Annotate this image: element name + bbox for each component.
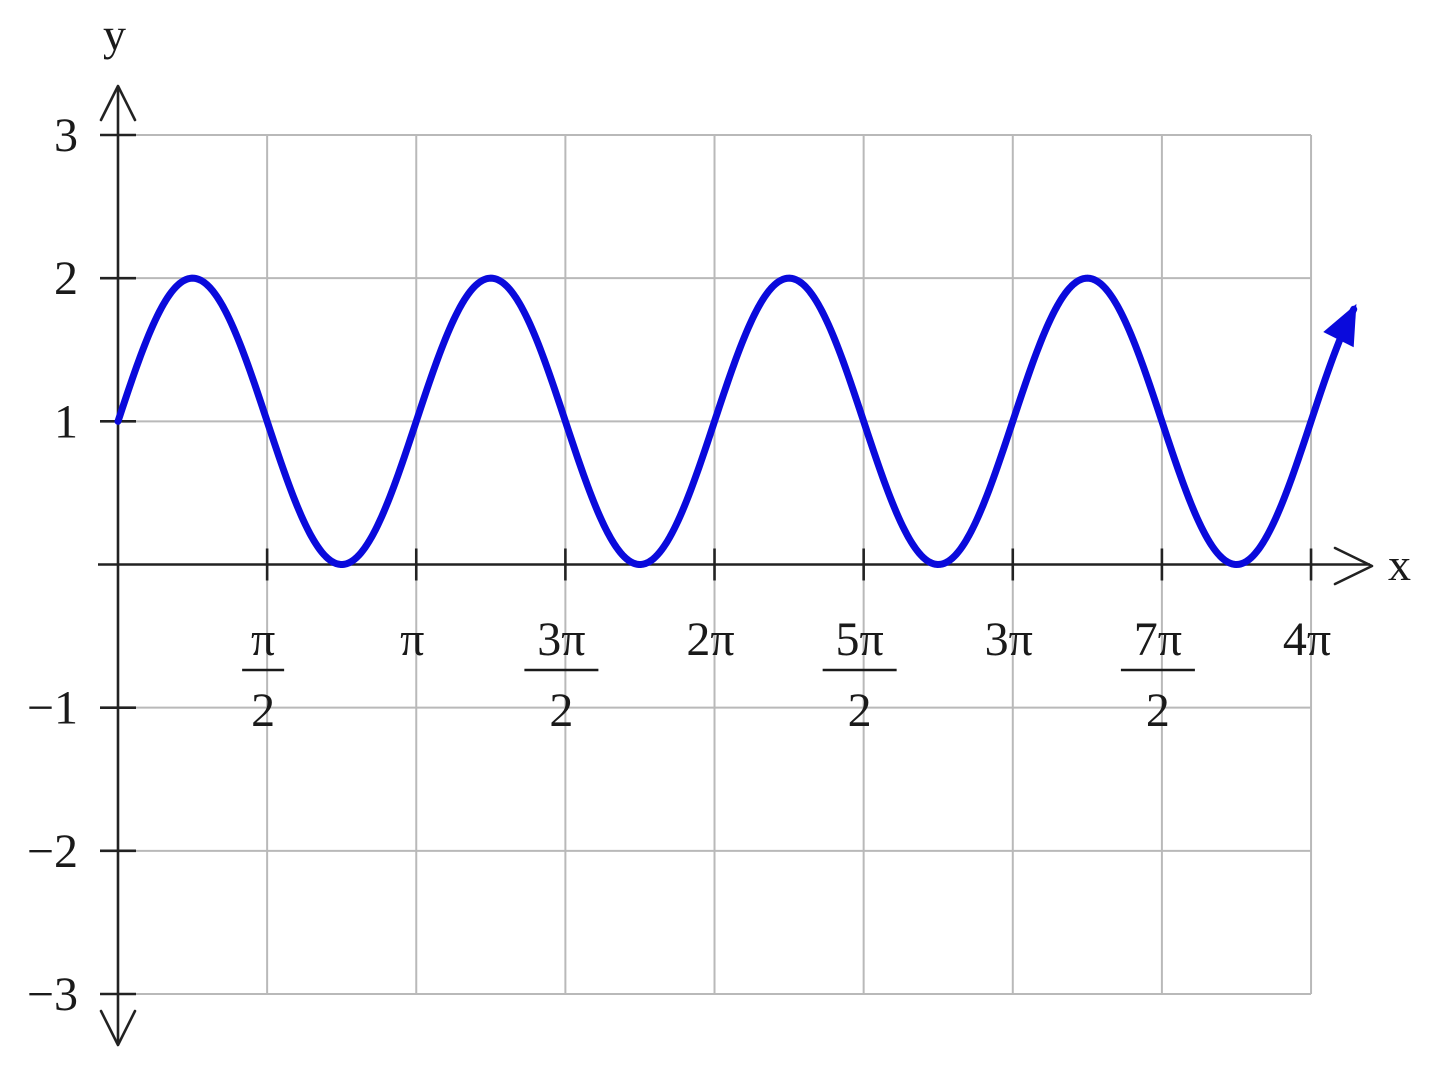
x-tick-label-num-6: 7π [1134, 613, 1182, 666]
x-tick-label-1: π [400, 613, 424, 666]
x-tick-label-den-6: 2 [1146, 684, 1170, 737]
x-tick-label-5: 3π [985, 613, 1033, 666]
y-axis-arrow-up [99, 84, 137, 122]
y-tick-label-0: 3 [54, 109, 78, 162]
y-tick-label-1: 2 [54, 252, 78, 305]
x-tick-label-den-2: 2 [549, 684, 573, 737]
series-arrow-0 [1323, 303, 1357, 348]
y-tick-label-5: −3 [27, 968, 78, 1021]
x-tick-label-num-4: 5π [836, 613, 884, 666]
y-tick-label-3: −1 [27, 682, 78, 735]
x-tick-label-den-0: 2 [251, 684, 275, 737]
y-axis-arrow-down [99, 1009, 137, 1047]
x-tick-label-num-2: 3π [537, 613, 585, 666]
y-tick-label-2: 1 [54, 395, 78, 448]
x-tick-label-num-0: π [251, 613, 275, 666]
axes [98, 84, 1374, 1047]
y-axis-label: y [103, 9, 126, 60]
x-axis-arrow [1333, 546, 1374, 586]
x-axis-label: x [1388, 539, 1411, 590]
series [114, 274, 1358, 568]
x-tick-label-3: 2π [686, 613, 734, 666]
y-tick-label-4: −2 [27, 825, 78, 878]
x-tick-label-7: 4π [1283, 613, 1331, 666]
x-tick-label-den-4: 2 [848, 684, 872, 737]
ticks [100, 133, 1313, 996]
series-line-0 [114, 274, 1358, 568]
